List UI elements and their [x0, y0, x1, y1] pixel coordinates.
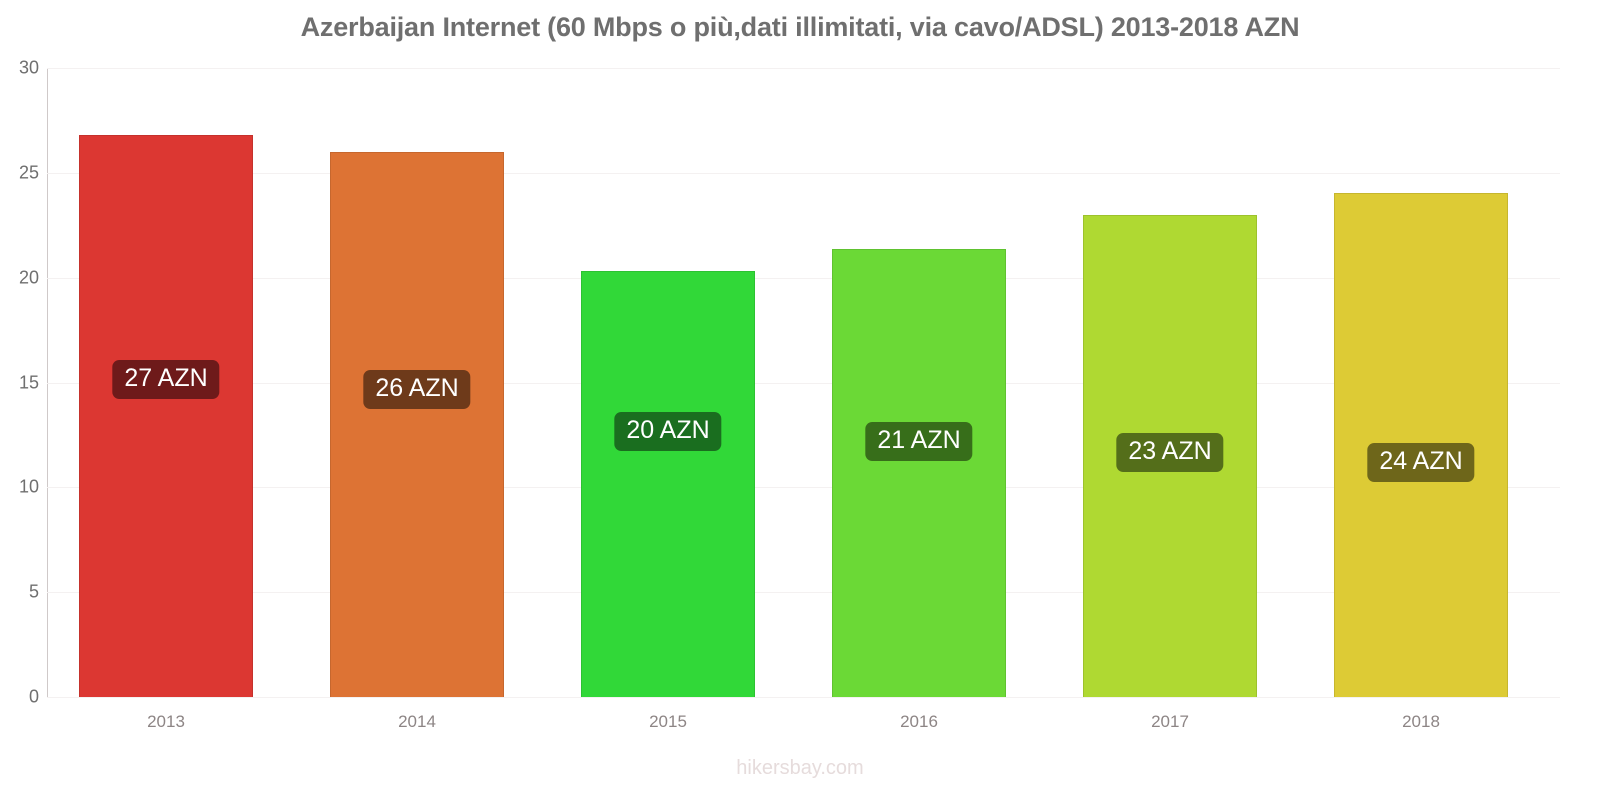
gridline — [47, 592, 1560, 594]
bar-value-label: 20 AZN — [614, 411, 722, 451]
gridline — [47, 172, 1560, 174]
bar-value-label: 21 AZN — [865, 422, 973, 462]
bar-group[interactable]: 20 AZN — [581, 68, 755, 697]
bar[interactable] — [581, 271, 755, 697]
y-axis-tick: 25 — [18, 162, 39, 183]
y-axis-tick: 15 — [18, 372, 39, 392]
gridline — [47, 68, 1560, 69]
x-axis-tick: 2016 — [900, 712, 938, 731]
bar-group[interactable]: 21 AZN — [832, 68, 1006, 697]
footer-attribution: hikersbay.com — [736, 757, 864, 779]
x-axis-tick: 2013 — [147, 712, 185, 731]
bar-group[interactable]: 24 AZN — [1334, 68, 1508, 697]
y-axis-tick: 20 — [18, 267, 39, 288]
x-axis-tick: 2015 — [649, 712, 687, 731]
bar-value-label: 24 AZN — [1367, 443, 1475, 483]
x-axis-tick: 2018 — [1402, 712, 1440, 731]
plot-area: 27 AZN 26 AZN 20 AZN 21 AZN 23 AZN 24 AZN — [47, 68, 1560, 698]
bar-value-label: 26 AZN — [363, 369, 471, 409]
y-axis-tick: 0 — [28, 686, 39, 707]
chart-title: Azerbaijan Internet (60 Mbps o più,dati … — [300, 12, 1300, 42]
y-axis-tick: 5 — [28, 581, 39, 602]
bar-group[interactable]: 26 AZN — [330, 68, 504, 697]
bar-value-label: 27 AZN — [112, 359, 220, 399]
bar-group[interactable]: 27 AZN — [79, 68, 253, 697]
gridline — [47, 277, 1560, 279]
gridline — [47, 487, 1560, 489]
gridline — [47, 697, 1560, 698]
gridline — [47, 382, 1560, 384]
x-axis-tick: 2017 — [1151, 712, 1189, 731]
y-axis-tick: 30 — [18, 57, 39, 78]
y-axis-tick: 10 — [18, 476, 39, 497]
x-axis-tick: 2014 — [398, 712, 436, 731]
bar-value-label: 23 AZN — [1116, 432, 1224, 472]
bar[interactable] — [832, 249, 1006, 697]
bar[interactable] — [79, 135, 253, 697]
bar-group[interactable]: 23 AZN — [1083, 68, 1257, 697]
bar[interactable] — [330, 151, 504, 697]
